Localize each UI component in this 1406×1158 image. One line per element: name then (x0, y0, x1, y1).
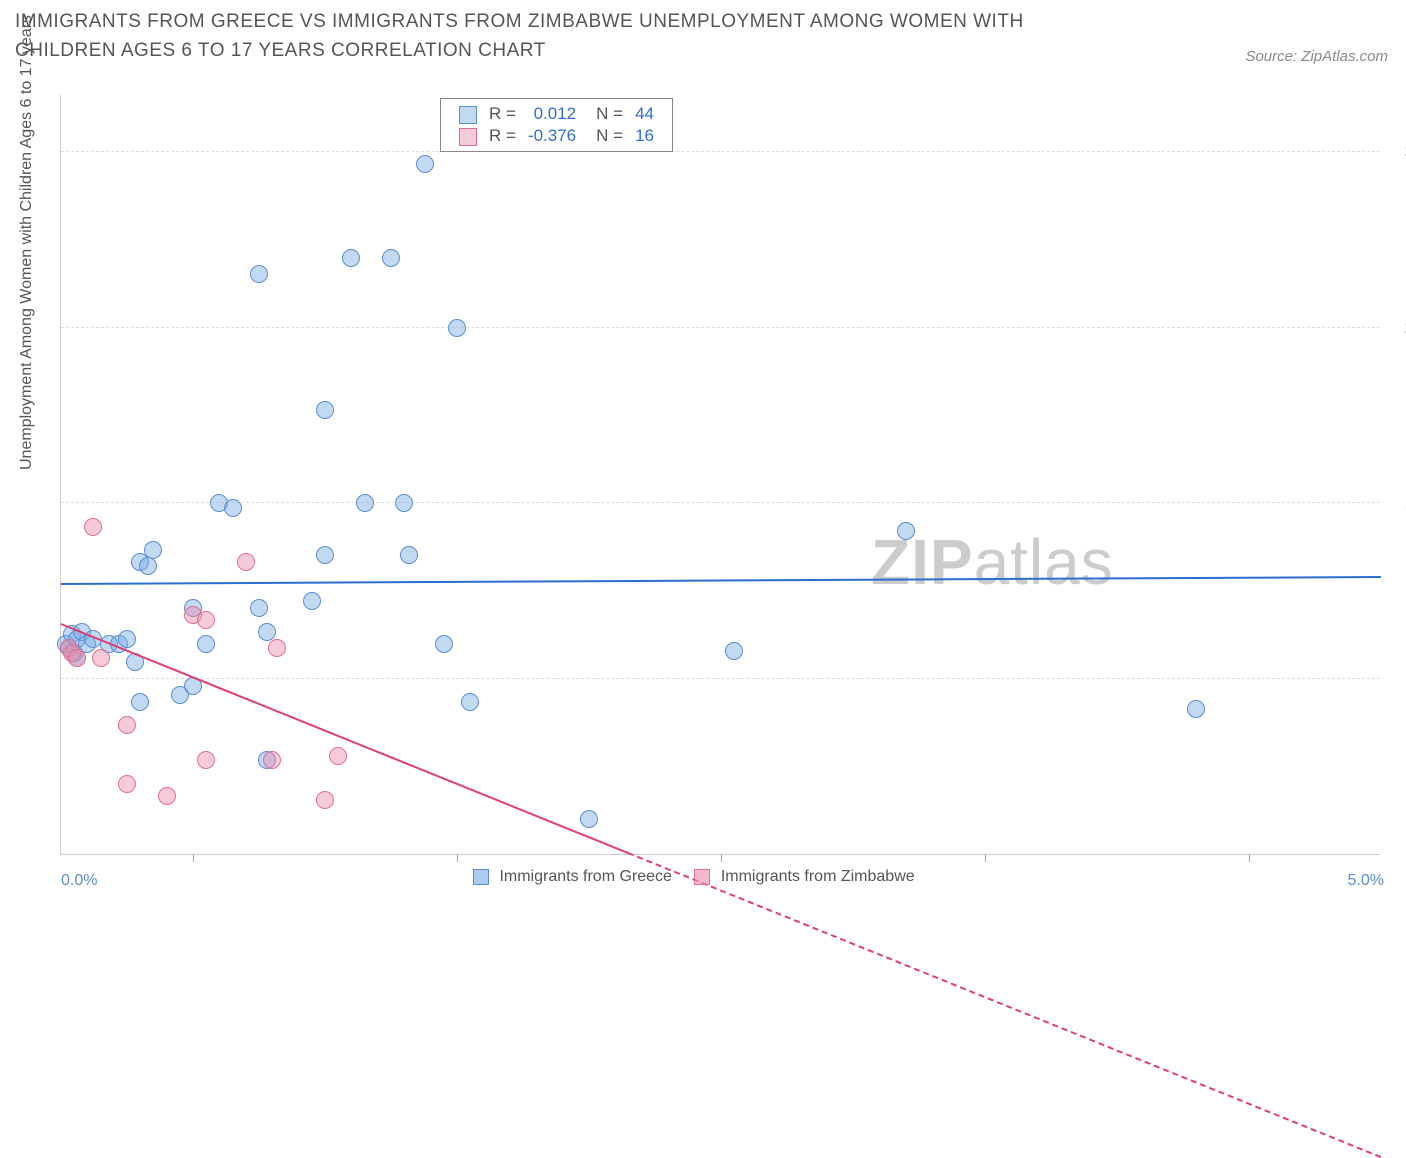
y-tick-label: 15.0% (1390, 495, 1406, 513)
data-point (268, 639, 286, 657)
n-value: 44 (629, 103, 660, 125)
data-point (144, 541, 162, 559)
data-point (725, 642, 743, 660)
correlation-row: R =-0.376N =16 (453, 125, 660, 147)
data-point (400, 546, 418, 564)
r-value: -0.376 (522, 125, 582, 147)
data-point (897, 522, 915, 540)
data-point (316, 401, 334, 419)
data-point (118, 775, 136, 793)
x-tick (721, 854, 722, 862)
x-tick-label: 5.0% (1348, 872, 1384, 890)
data-point (435, 635, 453, 653)
correlation-legend: R =0.012N =44R =-0.376N =16 (440, 98, 673, 152)
gridline (61, 678, 1380, 679)
legend-swatch (459, 106, 477, 124)
data-point (258, 623, 276, 641)
legend-swatch (459, 128, 477, 146)
data-point (342, 249, 360, 267)
data-point (237, 553, 255, 571)
data-point (224, 499, 242, 517)
legend-swatch (473, 869, 489, 885)
data-point (1187, 700, 1205, 718)
data-point (316, 546, 334, 564)
data-point (395, 494, 413, 512)
y-tick-label: 22.5% (1390, 320, 1406, 338)
data-point (118, 630, 136, 648)
trend-line (61, 623, 629, 854)
n-label: N = (582, 103, 629, 125)
data-point (139, 557, 157, 575)
x-tick (1249, 854, 1250, 862)
y-axis-label: Unemployment Among Women with Children A… (18, 15, 36, 470)
data-point (118, 716, 136, 734)
y-tick-label: 7.5% (1390, 671, 1406, 689)
data-point (580, 810, 598, 828)
x-tick (193, 854, 194, 862)
source-label: Source: ZipAtlas.com (1245, 48, 1388, 65)
series-legend: Immigrants from Greece Immigrants from Z… (455, 868, 915, 886)
data-point (461, 693, 479, 711)
n-value: 16 (629, 125, 660, 147)
r-label: R = (483, 103, 522, 125)
r-label: R = (483, 125, 522, 147)
plot-area: ZIPatlas 7.5%15.0%22.5%30.0%0.0%5.0% (60, 95, 1380, 855)
data-point (131, 693, 149, 711)
data-point (92, 649, 110, 667)
legend-label: Immigrants from Greece (495, 868, 676, 885)
gridline (61, 502, 1380, 503)
watermark-light: atlas (974, 526, 1114, 598)
gridline (61, 151, 1380, 152)
data-point (197, 635, 215, 653)
gridline (61, 327, 1380, 328)
data-point (263, 751, 281, 769)
chart-title: IMMIGRANTS FROM GREECE VS IMMIGRANTS FRO… (15, 8, 1115, 65)
trend-line (61, 576, 1381, 585)
x-tick (457, 854, 458, 862)
data-point (382, 249, 400, 267)
data-point (250, 265, 268, 283)
x-tick (985, 854, 986, 862)
n-label: N = (582, 125, 629, 147)
watermark-bold: ZIP (871, 526, 974, 598)
data-point (416, 155, 434, 173)
data-point (356, 494, 374, 512)
y-tick-label: 30.0% (1390, 144, 1406, 162)
data-point (84, 518, 102, 536)
legend-swatch (694, 869, 710, 885)
x-tick-label: 0.0% (61, 872, 97, 890)
data-point (250, 599, 268, 617)
data-point (68, 649, 86, 667)
data-point (197, 611, 215, 629)
data-point (158, 787, 176, 805)
data-point (303, 592, 321, 610)
legend-label: Immigrants from Zimbabwe (716, 868, 914, 885)
data-point (448, 319, 466, 337)
data-point (197, 751, 215, 769)
trend-line (628, 852, 1381, 1158)
correlation-row: R =0.012N =44 (453, 103, 660, 125)
data-point (329, 747, 347, 765)
data-point (316, 791, 334, 809)
r-value: 0.012 (522, 103, 582, 125)
